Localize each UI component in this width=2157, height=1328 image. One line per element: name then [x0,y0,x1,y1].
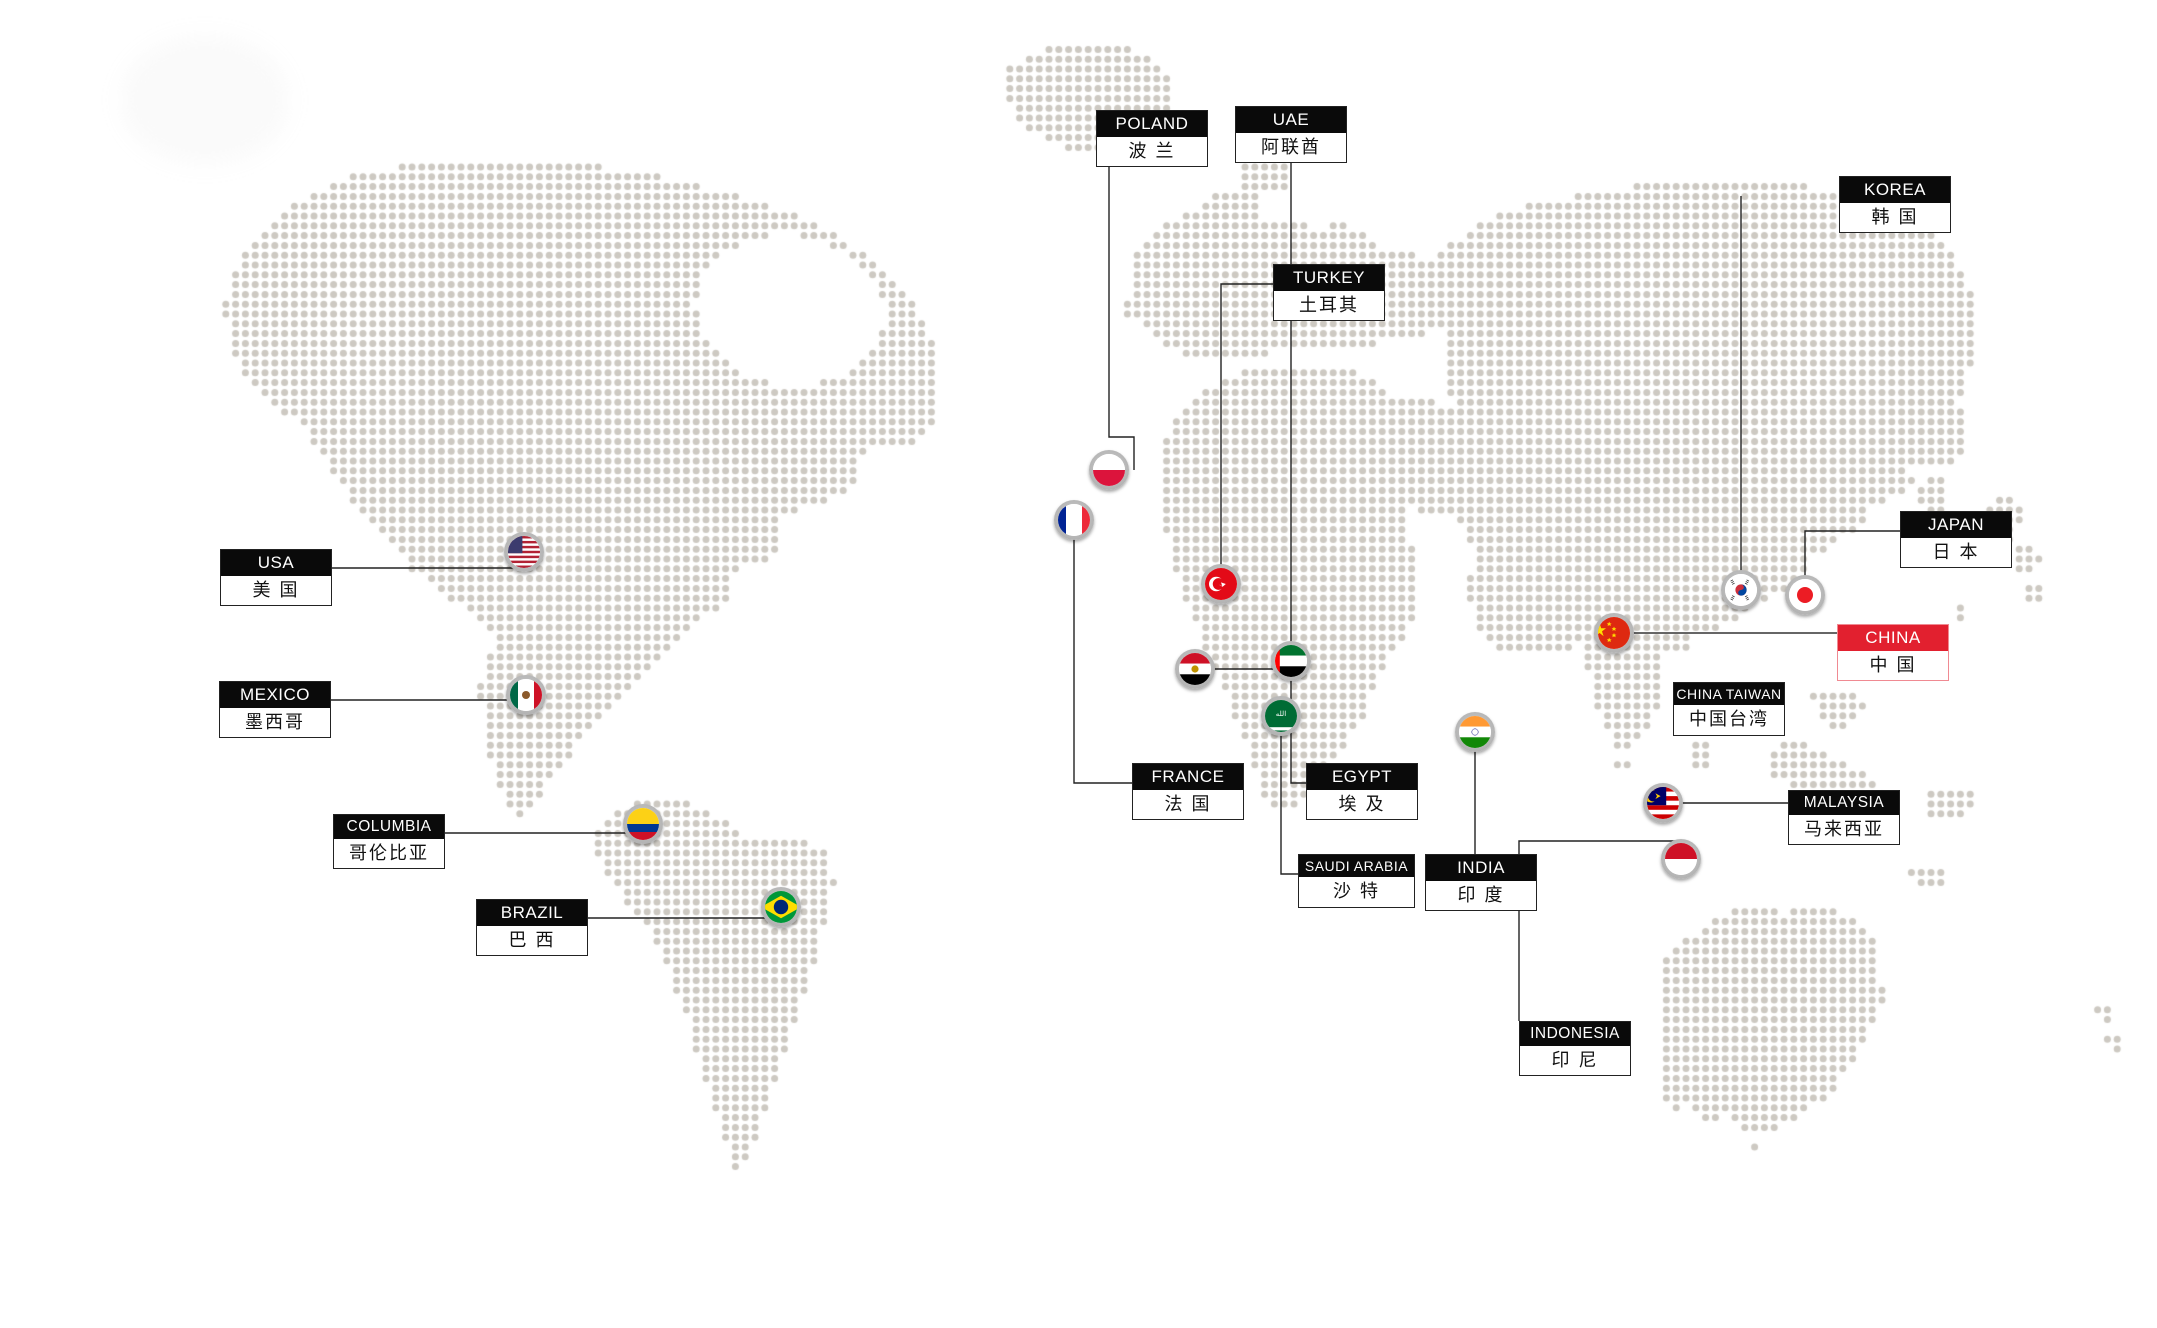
svg-text:الله: الله [1276,709,1286,718]
